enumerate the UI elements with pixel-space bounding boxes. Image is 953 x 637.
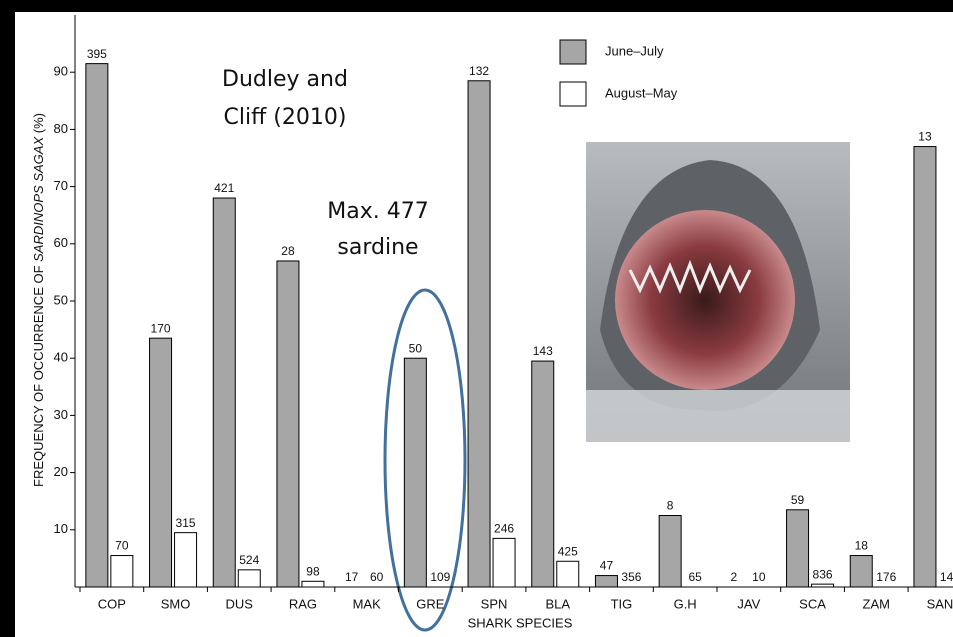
legend-label: August–May [605, 85, 678, 100]
sample-size-label: 356 [621, 570, 641, 584]
sample-size-label: 8 [667, 499, 674, 513]
sample-size-label: 132 [469, 64, 489, 78]
sample-size-label: 13 [918, 130, 932, 144]
y-tick-label: 30 [54, 407, 68, 422]
bar [276, 260, 300, 588]
bar [849, 555, 873, 588]
sample-size-label: 524 [239, 553, 259, 567]
legend-swatch [559, 39, 587, 65]
bar [174, 532, 198, 588]
sample-size-label: 59 [791, 493, 805, 507]
bar [658, 515, 682, 588]
sample-size-label: 315 [176, 516, 196, 530]
sample-size-label: 836 [813, 567, 833, 581]
x-tick-label: SAN [927, 596, 953, 611]
sample-size-label: 18 [855, 539, 869, 553]
x-tick-label: SPN [481, 596, 508, 611]
annotation: Dudley and [222, 67, 348, 92]
x-tick-label: JAV [737, 596, 760, 611]
x-tick-label: G.H [674, 596, 697, 611]
y-tick-label: 40 [54, 350, 68, 365]
sample-size-label: 65 [688, 570, 702, 584]
sample-size-label: 425 [558, 544, 578, 558]
bar [556, 560, 580, 588]
bar [212, 197, 236, 588]
legend-label: June–July [605, 43, 664, 58]
sample-size-label: 421 [214, 181, 234, 195]
highlight-ellipse [383, 288, 467, 632]
annotation: Cliff (2010) [224, 105, 347, 130]
y-label-part: FREQUENCY OF OCCURRENCE OF [31, 262, 46, 487]
sample-size-label: 98 [306, 564, 320, 578]
sample-size-label: 28 [281, 244, 295, 258]
sample-size-label: 143 [533, 344, 553, 358]
bar [110, 555, 134, 588]
x-tick-label: MAK [353, 596, 382, 611]
y-tick-label: 90 [54, 64, 68, 79]
sample-size-label: 17 [345, 570, 359, 584]
y-axis-label: FREQUENCY OF OCCURRENCE OF SARDINOPS SAG… [31, 113, 46, 487]
sample-size-label: 70 [115, 539, 129, 553]
sample-size-label: 60 [370, 570, 384, 584]
sample-size-label: 50 [409, 341, 423, 355]
bar [403, 357, 427, 588]
y-label-part: (%) [31, 113, 46, 137]
x-tick-label: BLA [545, 596, 570, 611]
sample-size-label: 246 [494, 522, 514, 536]
y-tick-label: 20 [54, 464, 68, 479]
y-tick-label: 70 [54, 178, 68, 193]
annotation: sardine [337, 235, 418, 260]
sample-size-label: 145 [940, 570, 953, 584]
sample-size-label: 109 [430, 570, 450, 584]
sample-size-label: 47 [600, 559, 614, 573]
bar [786, 509, 810, 588]
x-tick-label: ZAM [863, 596, 890, 611]
y-tick-label: 50 [54, 292, 68, 307]
bar [85, 63, 109, 588]
sample-size-label: 10 [752, 570, 766, 584]
annotation: Max. 477 [327, 199, 428, 224]
y-tick-label: 10 [54, 521, 68, 536]
y-label-part: SARDINOPS SAGAX [31, 136, 46, 262]
bar [149, 337, 173, 588]
x-tick-label: DUS [226, 596, 254, 611]
x-tick-label: GRE [416, 596, 445, 611]
bar [467, 80, 491, 588]
legend-swatch [559, 81, 587, 107]
bar [531, 360, 555, 588]
y-tick-label: 80 [54, 121, 68, 136]
bar [811, 583, 835, 588]
sample-size-label: 176 [876, 570, 896, 584]
x-tick-label: COP [98, 596, 126, 611]
x-axis-label: SHARK SPECIES [468, 615, 573, 630]
bar [301, 580, 325, 588]
sample-size-label: 2 [731, 570, 738, 584]
bar [237, 569, 261, 588]
x-tick-label: SMO [161, 596, 191, 611]
y-tick-label: 60 [54, 235, 68, 250]
x-tick-label: TIG [611, 596, 633, 611]
x-tick-label: RAG [289, 596, 317, 611]
bar [492, 537, 516, 588]
sample-size-label: 170 [151, 321, 171, 335]
x-tick-label: SCA [799, 596, 826, 611]
bar [913, 146, 937, 588]
shark-photo [586, 142, 850, 442]
sample-size-label: 395 [87, 47, 107, 61]
bar [594, 575, 618, 588]
